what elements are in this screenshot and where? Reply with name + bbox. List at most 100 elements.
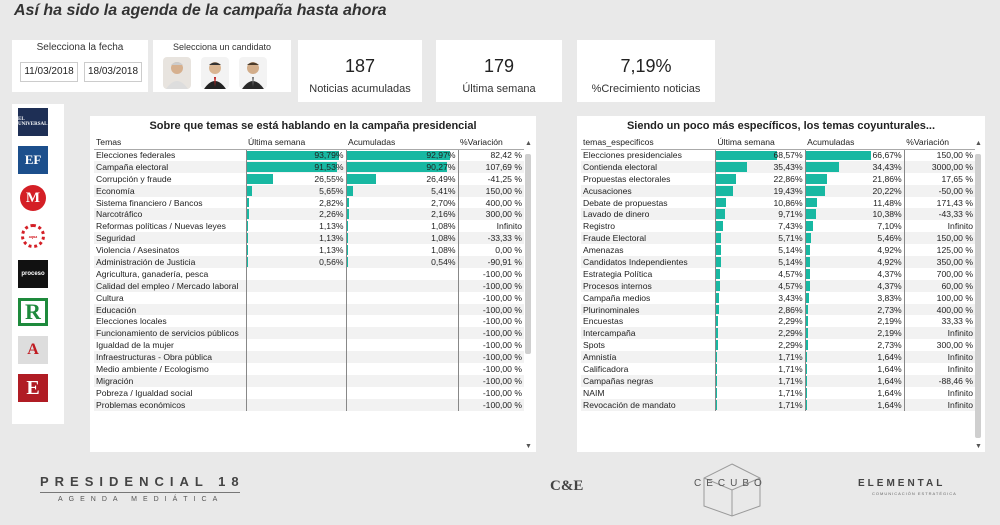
table-row[interactable]: Narcotráfico 2,26% 2,16% 300,00 % [94, 208, 524, 221]
table-row[interactable]: Educación -100,00 % [94, 303, 524, 316]
acum-bar-cell: 4,37% [804, 279, 905, 292]
table-row[interactable]: Calidad del empleo / Mercado laboral -100… [94, 279, 524, 292]
table-row[interactable]: Elecciones federales 93,79% 92,97% 82,42 % [94, 149, 524, 161]
table-row[interactable]: Medio ambiente / Ecologismo -100,00 % [94, 363, 524, 375]
acum-value: 1,08% [431, 221, 456, 232]
start-date-input[interactable]: 11/03/2018 [20, 62, 78, 82]
animal-politico-logo[interactable]: A [18, 336, 48, 364]
table-row[interactable]: Plurinominales 2,86% 2,73% 400,00 % [581, 303, 975, 316]
table-row[interactable]: Corrupción y fraude 26,55% 26,49% -41,25 % [94, 172, 524, 185]
table-row[interactable]: Amenazas 5,14% 4,92% 125,00 % [581, 244, 975, 257]
table-row[interactable]: Lavado de dinero 9,71% 10,38% -43,33 % [581, 208, 975, 221]
aristegui-logo[interactable]: aqua [18, 222, 48, 250]
data-bar [716, 257, 721, 267]
table-row[interactable]: Violencia / Asesinatos 1,13% 1,08% 0,00 % [94, 244, 524, 257]
col-header-acumuladas[interactable]: Acumuladas [805, 136, 905, 150]
table-row[interactable]: Procesos internos 4,57% 4,37% 60,00 % [581, 279, 975, 292]
tema-cell: Campaña electoral [94, 160, 246, 173]
semana-value: 91,53% [314, 161, 344, 172]
variacion-cell: 60,00 % [903, 279, 975, 292]
right-table-scrollbar[interactable]: ▲ ▼ [974, 140, 983, 450]
table-row[interactable]: Spots 2,29% 2,73% 300,00 % [581, 339, 975, 352]
table-row[interactable]: Administración de Justicia 0,56% 0,54% -90,… [94, 256, 524, 268]
table-row[interactable]: Fraude Electoral 5,71% 5,46% 150,00 % [581, 232, 975, 245]
acum-value: 10,38% [872, 209, 902, 220]
table-row[interactable]: Propuestas electorales 22,86% 21,86% 17,65 … [581, 172, 975, 185]
table-row[interactable]: Campaña electoral 91,53% 90,27% 107,69 % [94, 160, 524, 173]
table-row[interactable]: Migración -100,00 % [94, 374, 524, 387]
table-row[interactable]: Seguridad 1,13% 1,08% -33,33 % [94, 232, 524, 245]
table-row[interactable]: Candidatos Independientes 5,14% 4,92% 350,0… [581, 256, 975, 268]
tema-cell: Calidad del empleo / Mercado laboral [94, 279, 246, 292]
table-row[interactable]: Campañas negras 1,71% 1,64% -88,46 % [581, 374, 975, 387]
table-row[interactable]: Igualdad de la mujer -100,00 % [94, 339, 524, 352]
col-header-ultima-semana[interactable]: Última semana [246, 136, 346, 150]
candidate-avatar-2[interactable] [201, 57, 229, 89]
acum-bar-cell [345, 315, 458, 328]
col-header-acumuladas[interactable]: Acumuladas [346, 136, 458, 150]
semana-value: 1,71% [778, 399, 803, 410]
acum-value: 34,43% [872, 161, 902, 172]
el-universal-logo[interactable]: EL UNIVERSAL [18, 108, 48, 136]
table-row[interactable]: Elecciones locales -100,00 % [94, 315, 524, 328]
table-row[interactable]: Acusaciones 19,43% 20,22% -50,00 % [581, 184, 975, 197]
table-row[interactable]: Revocación de mandato 1,71% 1,64% Infinito [581, 398, 975, 411]
semana-bar-cell: 26,55% [245, 172, 346, 185]
excelsior-logo[interactable]: E [18, 374, 48, 402]
col-header-variacion[interactable]: %Variación [458, 136, 524, 150]
acum-bar-cell: 2,19% [804, 327, 905, 340]
col-header-temas[interactable]: Temas [94, 136, 246, 150]
proceso-logo[interactable]: proceso [18, 260, 48, 288]
semana-bar-cell: 2,29% [714, 327, 806, 340]
table-row[interactable]: Elecciones presidenciales 68,57% 66,67% 150… [581, 149, 975, 161]
semana-bar-cell: 1,71% [714, 351, 806, 364]
col-header-temas-especificos[interactable]: temas_especificos [581, 136, 716, 150]
acum-bar-cell: 1,08% [345, 244, 458, 257]
table-row[interactable]: Intercampaña 2,29% 2,19% Infinito [581, 327, 975, 340]
table-row[interactable]: Debate de propuestas 10,86% 11,48% 171,43 % [581, 196, 975, 209]
semana-bar-cell: 1,71% [714, 386, 806, 399]
candidate-filter-label: Selecciona un candidato [172, 42, 272, 52]
tema-cell: Narcotráfico [94, 208, 246, 221]
table-row[interactable]: Estrategia Política 4,57% 4,37% 700,00 % [581, 267, 975, 280]
variacion-cell: 150,00 % [903, 232, 975, 245]
table-row[interactable]: Encuestas 2,29% 2,19% 33,33 % [581, 315, 975, 328]
variacion-cell: -100,00 % [457, 291, 524, 304]
data-bar [716, 292, 719, 303]
col-header-variacion[interactable]: %Variación [904, 136, 975, 150]
candidate-avatar-1[interactable] [163, 57, 191, 89]
table-row[interactable]: NAIM 1,71% 1,64% Infinito [581, 386, 975, 399]
table-row[interactable]: Campaña medios 3,43% 3,83% 100,00 % [581, 291, 975, 304]
semana-bar-cell: 9,71% [714, 208, 806, 221]
left-table-scrollbar[interactable]: ▲ ▼ [524, 140, 533, 450]
right-table-panel: Siendo un poco más específicos, los tema… [577, 116, 985, 452]
table-row[interactable]: Reformas políticas / Nuevas leyes 1,13% 1,… [94, 220, 524, 233]
agenda-mediatica-label: AGENDA MEDIÁTICA [58, 496, 224, 503]
semana-value: 1,71% [778, 387, 803, 398]
data-bar [806, 245, 811, 256]
variacion-cell: 400,00 % [903, 303, 975, 316]
table-row[interactable]: Cultura -100,00 % [94, 291, 524, 304]
table-row[interactable]: Funcionamiento de servicios públicos -100… [94, 327, 524, 340]
milenio-logo[interactable]: M [18, 184, 48, 212]
variacion-cell: -100,00 % [457, 327, 524, 340]
table-row[interactable]: Agricultura, ganadería, pesca -100,00 % [94, 267, 524, 280]
acum-bar-cell: 1,64% [804, 351, 905, 364]
table-row[interactable]: Problemas económicos -100,00 % [94, 398, 524, 411]
reforma-logo[interactable]: R [18, 298, 48, 326]
table-row[interactable]: Contienda electoral 35,43% 34,43% 3000,00 % [581, 160, 975, 173]
table-row[interactable]: Calificadora 1,71% 1,64% Infinito [581, 363, 975, 375]
semana-bar-cell [245, 351, 346, 364]
table-row[interactable]: Economía 5,65% 5,41% 150,00 % [94, 184, 524, 197]
acum-bar-cell: 4,92% [804, 256, 905, 268]
el-financiero-logo[interactable]: EF [18, 146, 48, 174]
table-row[interactable]: Infraestructuras - Obra pública -100,00 % [94, 351, 524, 364]
table-row[interactable]: Pobreza / Igualdad social -100,00 % [94, 386, 524, 399]
table-row[interactable]: Registro 7,43% 7,10% Infinito [581, 220, 975, 233]
table-row[interactable]: Sistema financiero / Bancos 2,82% 2,70% 400… [94, 196, 524, 209]
table-row[interactable]: Amnistía 1,71% 1,64% Infinito [581, 351, 975, 364]
candidate-avatar-3[interactable] [239, 57, 267, 89]
col-header-ultima-semana[interactable]: Última semana [715, 136, 806, 150]
data-bar [247, 221, 248, 232]
end-date-input[interactable]: 18/03/2018 [84, 62, 142, 82]
